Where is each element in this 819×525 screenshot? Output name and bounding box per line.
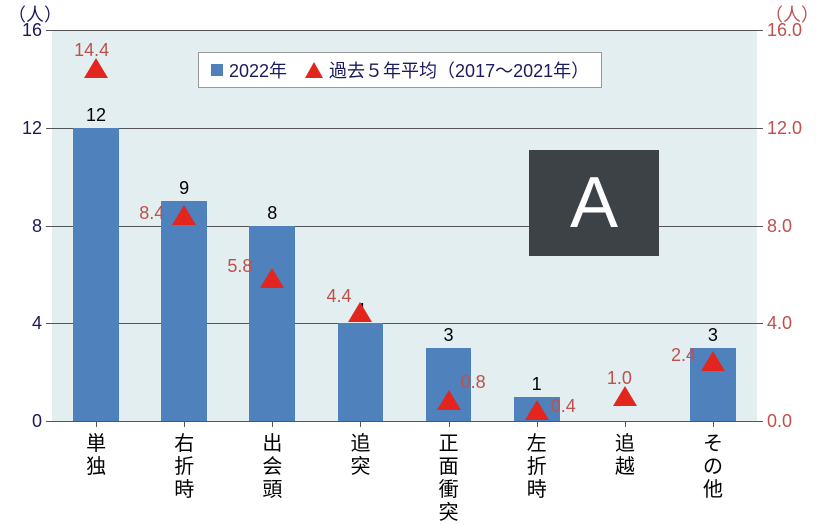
bar — [161, 201, 207, 421]
x-tick-mark — [625, 421, 626, 427]
bar — [73, 128, 119, 421]
bar-value-label: 9 — [159, 179, 209, 197]
triangle-marker — [437, 390, 461, 410]
marker-value-label: 0.4 — [551, 397, 576, 415]
tick-mark — [46, 226, 52, 227]
x-category-label: 追越 — [611, 433, 639, 479]
legend-item-bar: 2022年 — [211, 57, 287, 83]
y-tick-left: 8 — [0, 217, 42, 235]
tick-mark — [757, 323, 763, 324]
x-category-label: 出会頭 — [258, 433, 286, 502]
y-tick-right: 4.0 — [767, 314, 792, 332]
y-tick-right: 12.0 — [767, 119, 802, 137]
x-tick-mark — [537, 421, 538, 427]
chart-container: （人） （人） 0481216 0.04.08.012.016.0 129843… — [0, 0, 819, 521]
legend-label-bar: 2022年 — [229, 57, 287, 83]
overlay-letter-box: A — [529, 150, 659, 256]
tick-mark — [757, 128, 763, 129]
tick-mark — [757, 226, 763, 227]
marker-value-label: 4.4 — [326, 287, 351, 305]
gridline — [52, 128, 757, 129]
legend-label-marker: 過去５年平均（2017～2021年） — [329, 57, 589, 83]
triangle-marker — [348, 302, 372, 322]
marker-value-label: 8.4 — [139, 204, 164, 222]
marker-value-label: 1.0 — [607, 369, 632, 387]
x-tick-mark — [272, 421, 273, 427]
tick-mark — [46, 30, 52, 31]
triangle-icon — [305, 62, 323, 78]
y-tick-left: 0 — [0, 412, 42, 430]
bar-value-label: 12 — [71, 106, 121, 124]
y-tick-left: 12 — [0, 119, 42, 137]
y-tick-right: 16.0 — [767, 21, 802, 39]
bar-value-label: 1 — [512, 375, 562, 393]
tick-mark — [757, 30, 763, 31]
x-tick-mark — [449, 421, 450, 427]
x-tick-mark — [96, 421, 97, 427]
triangle-marker — [260, 268, 284, 288]
triangle-marker — [613, 386, 637, 406]
y-tick-right: 0.0 — [767, 412, 792, 430]
x-category-label: 左折時 — [523, 433, 551, 502]
bar-value-label: 3 — [688, 326, 738, 344]
x-axis-line — [52, 421, 757, 422]
marker-value-label: 5.8 — [227, 257, 252, 275]
triangle-marker — [701, 351, 725, 371]
y-tick-left: 16 — [0, 21, 42, 39]
triangle-marker — [84, 58, 108, 78]
y-tick-right: 8.0 — [767, 217, 792, 235]
tick-mark — [46, 323, 52, 324]
square-icon — [211, 64, 223, 76]
x-category-label: 追突 — [346, 433, 374, 479]
triangle-marker — [172, 205, 196, 225]
triangle-marker — [525, 400, 549, 420]
gridline — [52, 323, 757, 324]
x-category-label: 右折時 — [170, 433, 198, 502]
bar-value-label: 3 — [424, 326, 474, 344]
x-category-label: 単独 — [82, 433, 110, 479]
y-tick-left: 4 — [0, 314, 42, 332]
bar-value-label: 8 — [247, 204, 297, 222]
tick-mark — [757, 421, 763, 422]
gridline — [52, 30, 757, 31]
x-tick-mark — [184, 421, 185, 427]
x-category-label: その他 — [699, 433, 727, 502]
x-tick-mark — [360, 421, 361, 427]
tick-mark — [46, 128, 52, 129]
overlay-letter: A — [570, 162, 618, 244]
legend-item-marker: 過去５年平均（2017～2021年） — [305, 57, 589, 83]
marker-value-label: 0.8 — [461, 373, 486, 391]
marker-value-label: 2.4 — [671, 346, 696, 364]
bar — [338, 323, 384, 421]
x-tick-mark — [713, 421, 714, 427]
legend: 2022年 過去５年平均（2017～2021年） — [198, 52, 602, 88]
x-category-label: 正面衝突 — [435, 433, 463, 525]
bar — [249, 226, 295, 422]
marker-value-label: 14.4 — [74, 41, 109, 59]
